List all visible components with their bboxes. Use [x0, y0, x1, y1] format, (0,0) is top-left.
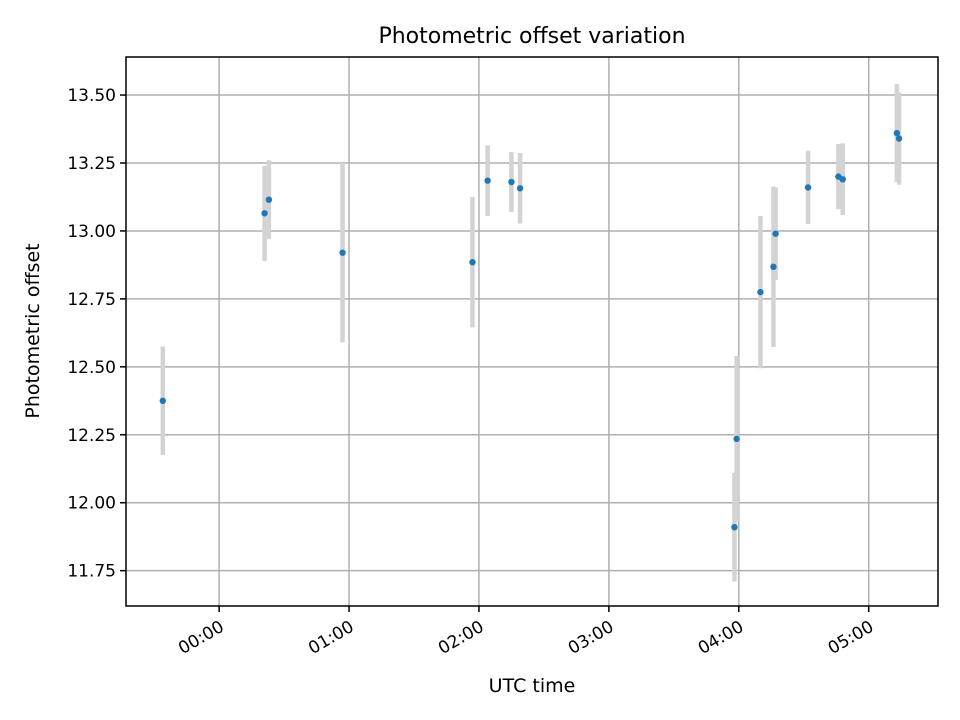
data-point	[772, 230, 779, 237]
y-tick-label: 12.50	[67, 358, 116, 378]
x-tick-label: 05:00	[825, 617, 877, 659]
y-tick-label: 13.25	[67, 154, 116, 174]
data-point	[895, 135, 903, 142]
chart-title: Photometric offset variation	[378, 24, 685, 49]
data-point	[265, 196, 273, 203]
data-point	[757, 288, 764, 296]
data-point	[839, 176, 846, 183]
data-point	[731, 523, 738, 531]
data-points	[159, 129, 903, 531]
x-axis: 00:00 01:00 02:00 03:00 04:00 05:00	[175, 606, 877, 659]
x-tick-label: 00:00	[175, 617, 227, 659]
data-point	[469, 258, 476, 266]
data-point	[804, 184, 812, 191]
error-bars	[160, 84, 902, 582]
data-point	[484, 177, 491, 184]
data-point	[508, 178, 515, 186]
x-tick-label: 04:00	[695, 617, 747, 659]
grid	[126, 57, 938, 606]
data-point	[339, 249, 346, 256]
data-point	[893, 129, 901, 137]
data-point	[261, 210, 268, 217]
y-tick-label: 12.25	[67, 426, 116, 446]
data-point	[733, 435, 740, 443]
plot-frame	[125, 56, 939, 607]
data-point	[159, 397, 167, 405]
x-axis-label: UTC time	[489, 675, 576, 697]
y-tick-label: 12.75	[67, 290, 116, 310]
data-point	[770, 263, 777, 271]
x-tick-label: 03:00	[565, 617, 617, 659]
y-tick-label: 11.75	[67, 562, 116, 582]
y-axis-label: Photometric offset	[22, 243, 44, 418]
x-tick-label: 02:00	[435, 617, 487, 659]
y-tick-label: 13.00	[67, 222, 116, 242]
data-point	[516, 185, 524, 192]
x-tick-label: 01:00	[305, 617, 357, 659]
y-tick-label: 13.50	[67, 86, 116, 106]
y-tick-label: 12.00	[67, 494, 116, 514]
y-axis: 11.75 12.00 12.25 12.50 12.75 13.00 13.25 13.50	[67, 86, 126, 582]
